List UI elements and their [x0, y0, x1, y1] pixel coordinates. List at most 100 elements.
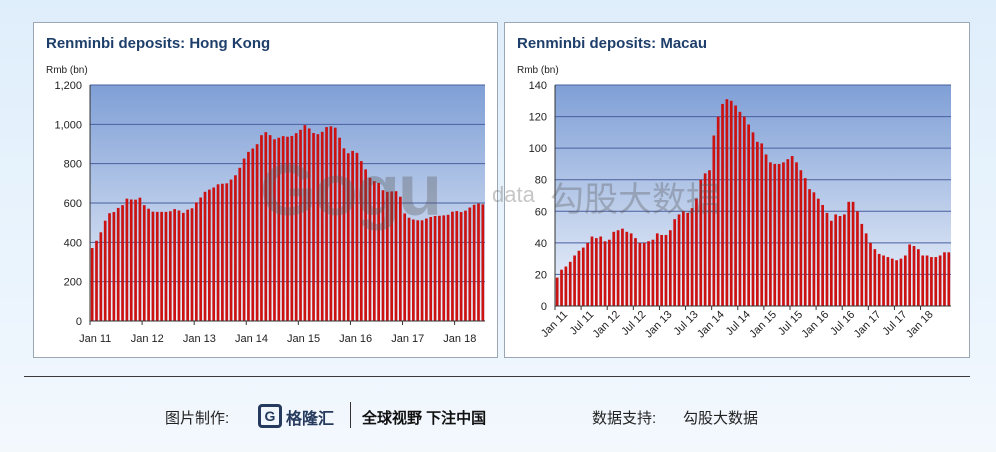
- bar: [381, 190, 385, 321]
- bar: [138, 197, 142, 321]
- bar: [203, 191, 207, 321]
- bar: [651, 239, 655, 306]
- bar: [869, 242, 872, 306]
- bar: [155, 211, 159, 321]
- bar: [368, 177, 372, 321]
- bar: [407, 217, 411, 321]
- bar: [190, 208, 194, 321]
- bar: [708, 170, 711, 306]
- bar: [616, 230, 620, 306]
- data-support-label: 数据支持:: [592, 410, 657, 427]
- bar: [930, 257, 933, 306]
- y-tick-label: 1,200: [54, 80, 82, 92]
- bar: [225, 183, 229, 321]
- bar: [882, 255, 885, 306]
- bar: [125, 198, 129, 321]
- bar: [251, 148, 255, 321]
- bar: [895, 260, 898, 306]
- footer-divider: [24, 376, 970, 377]
- bar: [260, 135, 263, 321]
- bar: [420, 220, 424, 321]
- bar: [173, 209, 176, 321]
- bar: [464, 210, 467, 321]
- x-tick-label: Jan 17: [852, 309, 884, 341]
- bar: [320, 131, 324, 321]
- bar: [564, 266, 568, 306]
- x-tick-label: Jan 16: [339, 333, 372, 345]
- bar: [847, 201, 851, 306]
- bar: [764, 154, 768, 306]
- x-tick-label: Jan 14: [695, 309, 727, 341]
- y-tick-label: 100: [529, 143, 547, 155]
- bar: [773, 163, 777, 306]
- y-tick-label: 600: [64, 198, 82, 210]
- bar: [938, 255, 942, 306]
- x-tick-label: Jan 13: [643, 309, 675, 341]
- bar: [164, 211, 168, 321]
- bar: [838, 216, 842, 306]
- brand-separator: [350, 402, 351, 428]
- bar: [908, 244, 912, 306]
- bar: [769, 162, 772, 306]
- bar: [116, 207, 120, 321]
- bar: [333, 127, 337, 321]
- bar: [433, 215, 437, 321]
- bar: [877, 253, 881, 306]
- bar: [581, 247, 585, 306]
- y-axis-unit: Rmb (bn): [46, 65, 88, 76]
- bar: [603, 241, 607, 306]
- bar: [816, 198, 820, 306]
- bar: [481, 204, 485, 321]
- bar: [686, 212, 690, 306]
- bar: [385, 191, 389, 321]
- bar: [577, 250, 581, 306]
- x-tick-label: Jan 12: [591, 309, 623, 341]
- bar: [825, 212, 829, 306]
- bar: [638, 242, 642, 306]
- bar: [151, 211, 155, 321]
- bar: [412, 219, 415, 321]
- bar: [307, 128, 311, 321]
- bar: [394, 191, 398, 321]
- bar: [346, 153, 350, 321]
- bar: [690, 208, 694, 306]
- bar: [134, 199, 137, 321]
- bar: [459, 212, 463, 321]
- bar: [355, 152, 359, 321]
- bar: [472, 204, 476, 321]
- bar: [281, 136, 285, 321]
- bar: [338, 137, 341, 321]
- bar: [586, 242, 589, 306]
- bar: [934, 257, 938, 306]
- bar: [703, 173, 707, 306]
- brand-slogan: 全球视野 下注中国: [362, 410, 487, 427]
- y-tick-label: 0: [76, 316, 82, 328]
- bar: [943, 252, 946, 306]
- bar: [416, 220, 420, 321]
- bar: [451, 211, 454, 321]
- chart-title: Renminbi deposits: Macau: [517, 35, 708, 52]
- bar: [568, 261, 572, 306]
- bar: [477, 203, 480, 321]
- y-tick-label: 80: [535, 175, 547, 187]
- bar: [212, 187, 216, 321]
- bar: [725, 99, 729, 306]
- chart-panel-macau: Renminbi deposits: Macau Rmb (bn) 0 20 40 6…: [504, 22, 970, 358]
- bar: [325, 127, 328, 321]
- x-tick-label: Jan 11: [79, 333, 111, 345]
- bar: [247, 151, 250, 321]
- bar: [782, 162, 785, 306]
- bar: [216, 184, 220, 321]
- bar: [729, 100, 733, 307]
- y-tick-label: 20: [535, 269, 547, 281]
- bar: [121, 205, 124, 321]
- bar: [242, 158, 246, 321]
- bar: [734, 105, 737, 307]
- bar: [756, 141, 759, 306]
- bar: [912, 246, 916, 306]
- bar: [468, 207, 472, 321]
- bar: [682, 211, 685, 306]
- bar: [629, 233, 633, 306]
- bar: [160, 211, 163, 321]
- bar: [812, 192, 816, 306]
